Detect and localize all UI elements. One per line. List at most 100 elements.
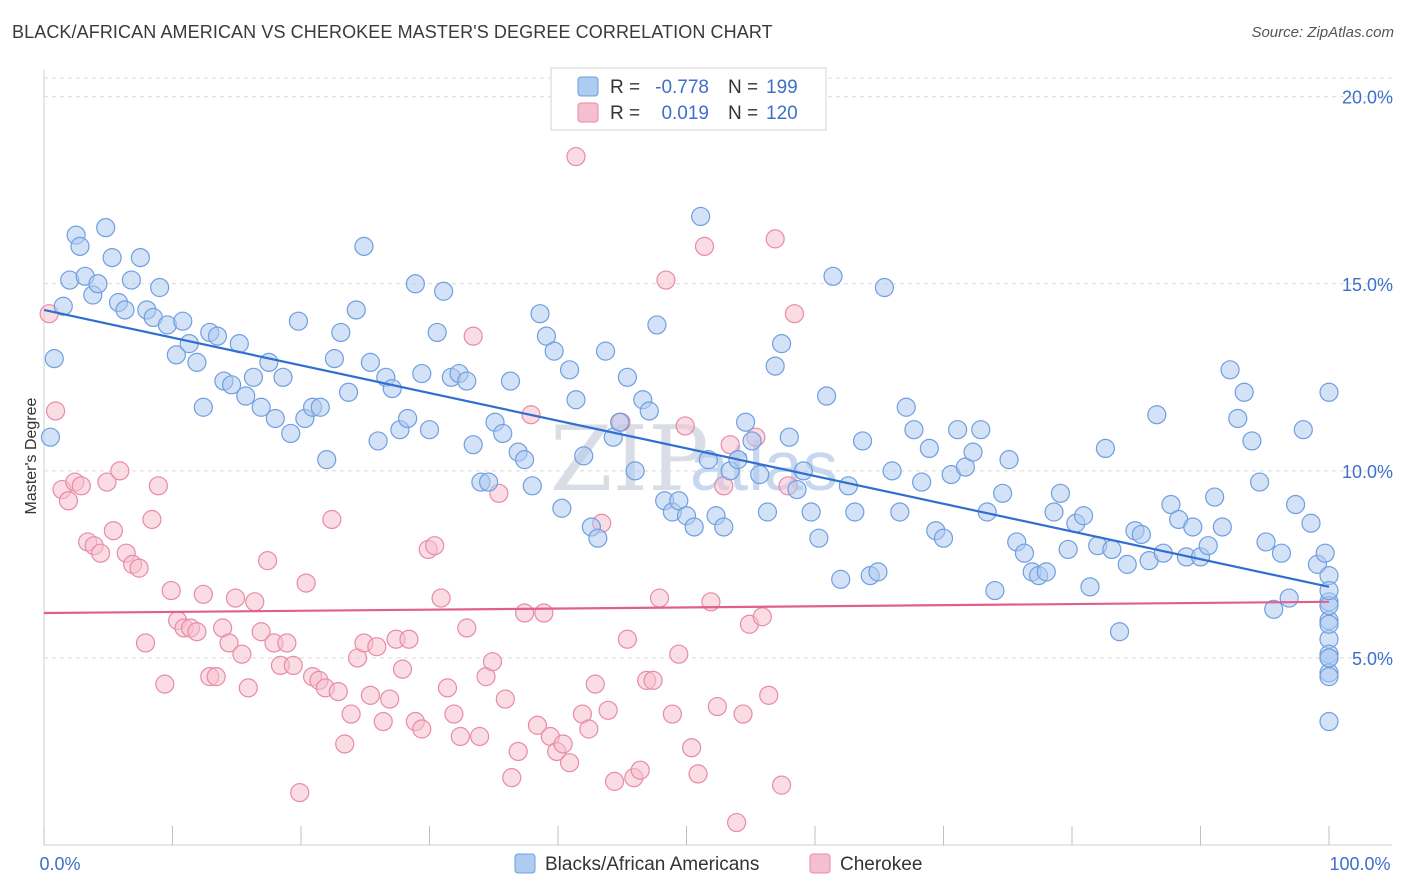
- y-tick-label: 15.0%: [1342, 275, 1393, 295]
- cherokee-point: [656, 270, 676, 290]
- legend-blue-r-value: -0.778: [655, 77, 709, 98]
- cherokee-points: [39, 146, 805, 833]
- black-point: [552, 498, 572, 518]
- black-point: [265, 408, 285, 429]
- cherokee-point: [341, 704, 361, 724]
- cherokee-point: [412, 719, 432, 739]
- black-point: [1264, 599, 1284, 619]
- cherokee-point: [771, 775, 792, 795]
- black-point: [536, 326, 557, 346]
- legend-pink-r-label: R =: [610, 103, 640, 124]
- black-point: [1161, 494, 1181, 515]
- black-point: [669, 491, 689, 511]
- black-point: [1117, 554, 1137, 574]
- cherokee-point: [752, 607, 772, 627]
- black-point: [317, 450, 337, 470]
- cherokee-point: [553, 734, 573, 754]
- black-point: [1319, 580, 1339, 601]
- cherokee-point: [604, 771, 625, 791]
- cherokee-point: [399, 629, 419, 649]
- cherokee-point: [219, 633, 239, 653]
- cherokee-point: [335, 734, 355, 754]
- cherokee-point: [444, 704, 464, 724]
- cherokee-point: [733, 704, 753, 724]
- black-point: [281, 423, 301, 444]
- black-point: [463, 435, 483, 455]
- black-point: [771, 334, 792, 354]
- legend-blue-n-value: 199: [766, 77, 798, 98]
- cherokee-point: [437, 678, 458, 698]
- legend-blue-r-label: R =: [610, 77, 640, 98]
- cherokee-point: [675, 416, 695, 436]
- black-point: [338, 382, 359, 402]
- black-point: [1319, 648, 1339, 668]
- black-point: [971, 420, 991, 440]
- bottom-legend-swatch-pink: [809, 853, 831, 874]
- cherokee-point: [495, 689, 515, 709]
- black-point: [1183, 517, 1203, 537]
- black-point: [588, 528, 608, 548]
- cherokee-point: [322, 509, 342, 530]
- bottom-legend-swatch-blue: [514, 853, 536, 874]
- cherokee-point: [727, 812, 747, 833]
- axes: [43, 70, 1392, 846]
- x-tick-label-min: 0.0%: [39, 854, 80, 874]
- black-point: [96, 218, 116, 238]
- cherokee-point: [251, 622, 271, 642]
- black-point: [1205, 487, 1225, 507]
- cherokee-point: [431, 588, 451, 608]
- black-point: [868, 562, 888, 582]
- cherokee-point: [720, 435, 740, 455]
- black-point: [765, 356, 785, 376]
- black-point: [1319, 614, 1339, 634]
- cherokee-point: [257, 551, 278, 571]
- cherokee-point: [296, 573, 316, 593]
- legend-swatch-pink: [577, 102, 599, 123]
- black-point: [793, 461, 814, 481]
- black-point: [559, 360, 580, 380]
- legend-pink-r-value: 0.019: [661, 103, 709, 124]
- black-point: [412, 363, 432, 384]
- cherokee-point: [97, 472, 117, 492]
- black-point: [193, 397, 213, 417]
- x-tick-label-max: 100.0%: [1329, 854, 1390, 874]
- black-point: [852, 431, 873, 451]
- legend-blue-n-label: N =: [728, 77, 758, 98]
- black-point: [222, 375, 242, 395]
- black-point: [44, 349, 64, 369]
- y-axis-tick-labels: 5.0% 10.0% 15.0% 20.0%: [1342, 88, 1393, 669]
- black-point: [331, 322, 351, 343]
- black-point: [243, 367, 264, 387]
- black-point: [787, 479, 807, 500]
- black-point: [1271, 543, 1292, 563]
- black-point: [1319, 667, 1339, 687]
- black-point: [625, 461, 645, 481]
- cherokee-point: [502, 768, 522, 788]
- cherokee-point: [283, 655, 303, 676]
- black-point: [360, 352, 380, 372]
- cherokee-point: [142, 509, 162, 530]
- black-point: [890, 502, 910, 522]
- cherokee-point: [187, 622, 207, 642]
- cherokee-point: [238, 678, 258, 698]
- black-point: [346, 300, 366, 320]
- cherokee-point: [514, 603, 535, 623]
- black-point: [801, 502, 821, 522]
- black-point: [479, 472, 499, 492]
- black-point: [831, 569, 851, 589]
- black-point: [368, 431, 388, 451]
- black-point: [1109, 622, 1130, 642]
- legend-pink-n-value: 120: [766, 103, 798, 124]
- black-point: [207, 326, 228, 346]
- black-point: [1256, 532, 1276, 552]
- cherokee-point: [148, 476, 168, 496]
- cherokee-point: [559, 753, 580, 773]
- bottom-legend: Blacks/African Americans Cherokee: [514, 853, 922, 875]
- black-point: [610, 412, 630, 432]
- black-point: [150, 277, 170, 298]
- cherokee-point: [367, 637, 387, 657]
- cherokee-point: [392, 659, 413, 679]
- black-point: [310, 397, 330, 417]
- black-point: [1319, 711, 1339, 732]
